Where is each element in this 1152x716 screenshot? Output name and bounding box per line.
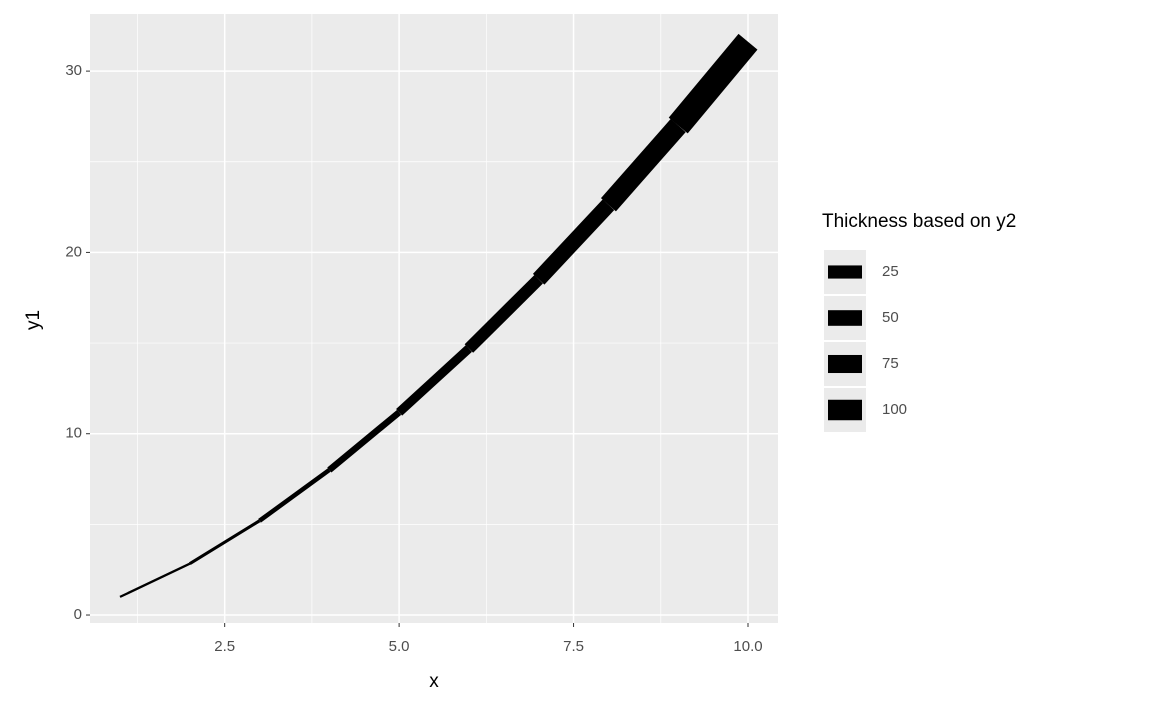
x-tick-label: 5.0	[389, 638, 410, 655]
y-tick-label: 10	[65, 425, 82, 442]
line-segment	[464, 274, 543, 353]
line-segment	[600, 118, 686, 212]
line-segment	[396, 345, 472, 416]
y-tick-label: 20	[65, 243, 82, 260]
x-tick-label: 2.5	[214, 638, 235, 655]
line-segment	[188, 519, 261, 566]
line-segment	[327, 409, 402, 473]
legend-label: 75	[882, 355, 899, 372]
y-tick-label: 30	[65, 62, 82, 79]
y-tick-label: 0	[74, 606, 82, 623]
legend-label: 100	[882, 401, 907, 418]
x-tick-label: 7.5	[563, 638, 584, 655]
line-segment	[532, 199, 615, 285]
panel	[90, 14, 778, 623]
x-axis-label: x	[429, 671, 439, 692]
line-segment	[668, 33, 758, 134]
legend-key	[828, 354, 862, 374]
legend-key	[828, 399, 862, 421]
line-segment	[258, 468, 331, 523]
legend-label: 25	[882, 263, 899, 280]
x-tick-label: 10.0	[733, 638, 762, 655]
legend-label: 50	[882, 309, 899, 326]
y-axis-label: y1	[23, 310, 44, 330]
line-segment	[119, 562, 191, 598]
legend-title: Thickness based on y2	[822, 211, 1016, 232]
legend-key	[828, 265, 862, 279]
legend-key	[828, 310, 862, 326]
